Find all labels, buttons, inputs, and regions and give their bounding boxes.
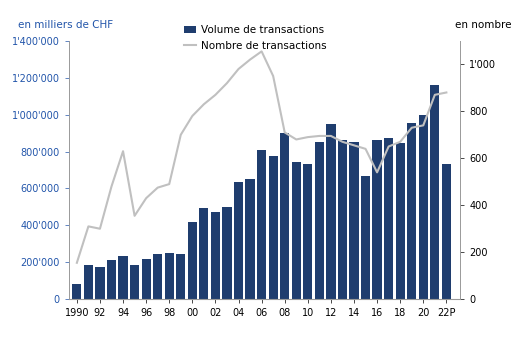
Bar: [396, 143, 405, 299]
Bar: [269, 156, 278, 299]
Bar: [153, 254, 162, 299]
Bar: [245, 179, 254, 299]
Bar: [72, 285, 81, 299]
Bar: [315, 142, 324, 299]
Bar: [361, 176, 370, 299]
Bar: [199, 208, 208, 299]
Bar: [234, 182, 243, 299]
Bar: [222, 207, 232, 299]
Bar: [188, 222, 197, 299]
Legend: Volume de transactions, Nombre de transactions: Volume de transactions, Nombre de transa…: [184, 26, 327, 51]
Text: en nombre: en nombre: [454, 20, 511, 30]
Bar: [107, 259, 116, 299]
Bar: [442, 165, 451, 299]
Bar: [384, 138, 393, 299]
Bar: [349, 142, 359, 299]
Bar: [142, 259, 151, 299]
Bar: [418, 115, 428, 299]
Bar: [430, 85, 440, 299]
Bar: [84, 265, 93, 299]
Bar: [372, 139, 382, 299]
Bar: [211, 212, 220, 299]
Bar: [291, 162, 301, 299]
Bar: [95, 267, 105, 299]
Bar: [176, 254, 185, 299]
Bar: [303, 164, 313, 299]
Bar: [280, 133, 289, 299]
Bar: [118, 256, 127, 299]
Bar: [326, 124, 335, 299]
Text: en milliers de CHF: en milliers de CHF: [18, 20, 113, 30]
Bar: [165, 253, 174, 299]
Bar: [407, 123, 416, 299]
Bar: [130, 265, 139, 299]
Bar: [338, 139, 347, 299]
Bar: [257, 150, 266, 299]
